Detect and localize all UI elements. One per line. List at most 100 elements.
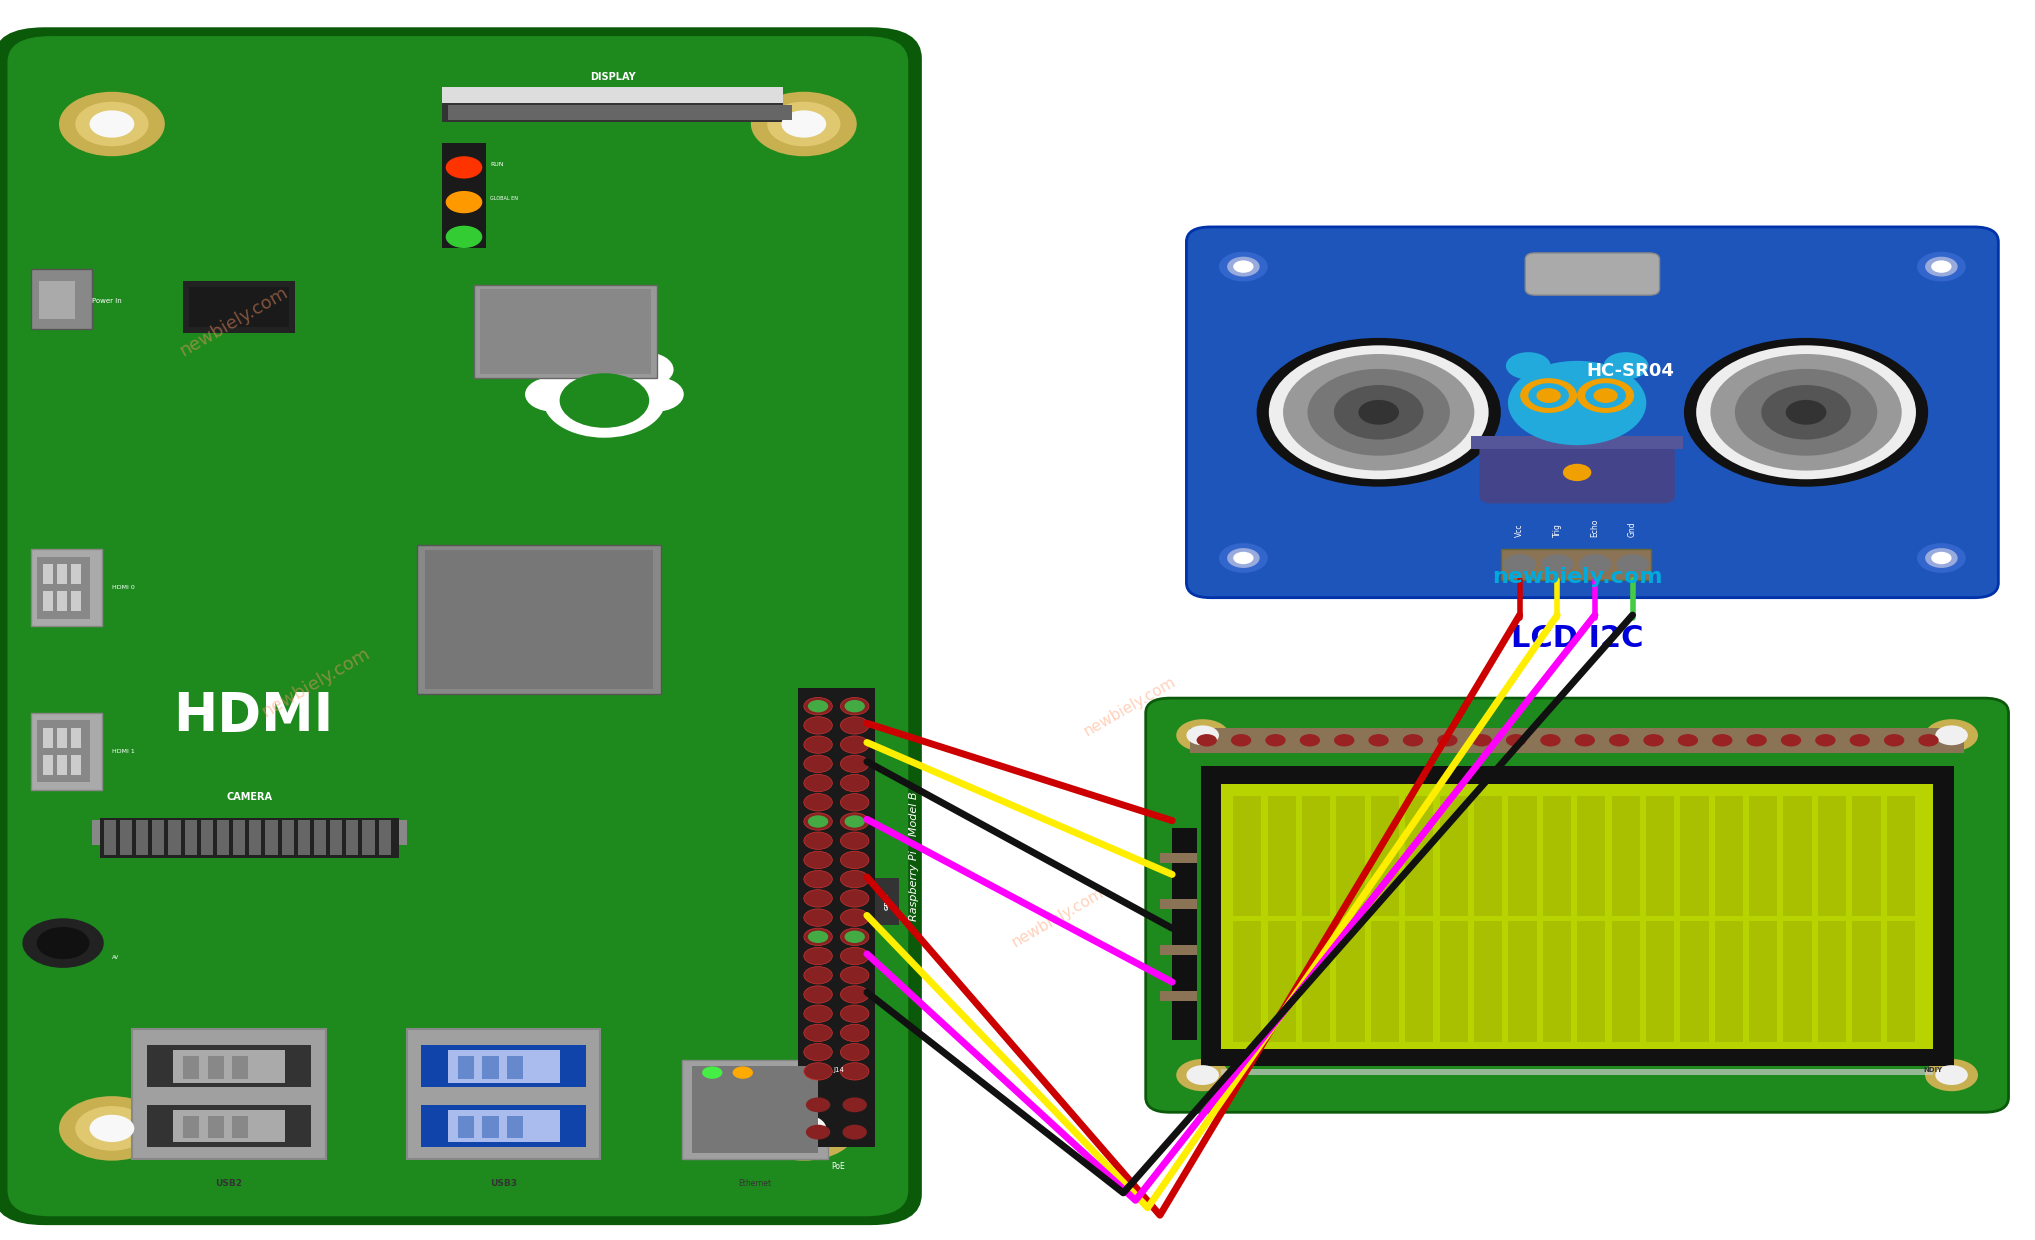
Bar xyxy=(330,821,342,856)
Text: newbiely.com: newbiely.com xyxy=(1492,567,1663,587)
Circle shape xyxy=(842,1125,867,1140)
FancyBboxPatch shape xyxy=(0,27,922,1225)
Circle shape xyxy=(1233,260,1254,273)
Bar xyxy=(1817,921,1846,1042)
Bar xyxy=(57,564,67,584)
Bar xyxy=(474,285,657,378)
Bar xyxy=(37,720,90,782)
Circle shape xyxy=(564,332,645,382)
Circle shape xyxy=(804,870,832,888)
Bar xyxy=(37,557,90,619)
Circle shape xyxy=(1787,401,1827,424)
Text: Power In: Power In xyxy=(92,299,122,304)
Bar xyxy=(798,688,875,1085)
Bar xyxy=(71,755,81,775)
Circle shape xyxy=(840,813,869,831)
Text: newbiely.com: newbiely.com xyxy=(1081,675,1178,739)
Circle shape xyxy=(1709,355,1901,471)
Circle shape xyxy=(1506,734,1526,746)
Bar xyxy=(1681,796,1709,916)
FancyBboxPatch shape xyxy=(1479,436,1675,503)
Bar xyxy=(1886,796,1915,916)
Bar xyxy=(1404,796,1433,916)
Circle shape xyxy=(840,928,869,945)
Bar xyxy=(185,821,197,856)
Bar xyxy=(183,1116,199,1138)
Bar xyxy=(1646,796,1675,916)
Circle shape xyxy=(840,794,869,811)
Bar xyxy=(281,821,293,856)
Bar xyxy=(1190,728,1964,753)
Bar xyxy=(183,280,295,332)
Bar xyxy=(232,1056,248,1079)
Circle shape xyxy=(1504,554,1536,574)
Bar xyxy=(1716,796,1742,916)
Circle shape xyxy=(806,1125,830,1140)
FancyBboxPatch shape xyxy=(1526,253,1659,295)
Circle shape xyxy=(1270,346,1490,480)
Circle shape xyxy=(1610,734,1630,746)
Bar xyxy=(1473,921,1502,1042)
Circle shape xyxy=(1197,734,1217,746)
Bar xyxy=(421,1105,586,1147)
Bar xyxy=(464,105,482,120)
Bar xyxy=(480,289,651,374)
Bar xyxy=(507,1116,523,1138)
Bar xyxy=(57,755,67,775)
Circle shape xyxy=(1284,355,1473,471)
Bar xyxy=(71,564,81,584)
Circle shape xyxy=(1644,734,1665,746)
Text: DISPLAY: DISPLAY xyxy=(590,72,635,82)
Circle shape xyxy=(90,110,134,138)
Circle shape xyxy=(446,156,482,179)
Circle shape xyxy=(75,1106,149,1151)
Circle shape xyxy=(1711,734,1732,746)
Bar xyxy=(417,546,661,694)
Bar xyxy=(173,1050,285,1083)
Circle shape xyxy=(1677,734,1697,746)
Bar xyxy=(1646,921,1675,1042)
Bar xyxy=(507,1056,523,1079)
Circle shape xyxy=(1695,346,1917,480)
Circle shape xyxy=(1925,548,1958,568)
Circle shape xyxy=(767,1106,840,1151)
Bar xyxy=(1543,921,1571,1042)
Bar xyxy=(31,269,92,329)
Bar xyxy=(1852,921,1880,1042)
Circle shape xyxy=(804,794,832,811)
Bar xyxy=(1221,1069,1933,1075)
Bar xyxy=(1160,899,1197,909)
Bar xyxy=(572,105,590,120)
Circle shape xyxy=(446,191,482,213)
Circle shape xyxy=(781,1115,826,1142)
Circle shape xyxy=(751,92,857,156)
Text: © Raspberry Pi 2018: © Raspberry Pi 2018 xyxy=(936,828,944,930)
Bar xyxy=(1783,921,1811,1042)
Bar xyxy=(407,1029,600,1159)
Circle shape xyxy=(1746,734,1766,746)
Circle shape xyxy=(840,890,869,908)
Bar xyxy=(726,105,745,120)
Text: CAMERA: CAMERA xyxy=(226,791,273,802)
Circle shape xyxy=(804,717,832,734)
Bar xyxy=(313,821,326,856)
Bar xyxy=(682,105,700,120)
Circle shape xyxy=(1266,734,1286,746)
FancyBboxPatch shape xyxy=(6,35,910,1218)
Circle shape xyxy=(840,851,869,868)
Circle shape xyxy=(1815,734,1836,746)
Circle shape xyxy=(1575,734,1595,746)
Bar xyxy=(1268,921,1296,1042)
Circle shape xyxy=(1781,734,1801,746)
Circle shape xyxy=(842,1097,867,1112)
Circle shape xyxy=(804,1024,832,1042)
Bar xyxy=(31,549,102,626)
Circle shape xyxy=(804,774,832,792)
Text: Vcc: Vcc xyxy=(1516,523,1524,537)
Text: Trig: Trig xyxy=(1553,523,1561,537)
Bar xyxy=(92,821,407,846)
Bar xyxy=(1612,921,1640,1042)
Circle shape xyxy=(1176,1059,1229,1091)
Text: USB3: USB3 xyxy=(490,1179,517,1188)
Bar xyxy=(1886,921,1915,1042)
